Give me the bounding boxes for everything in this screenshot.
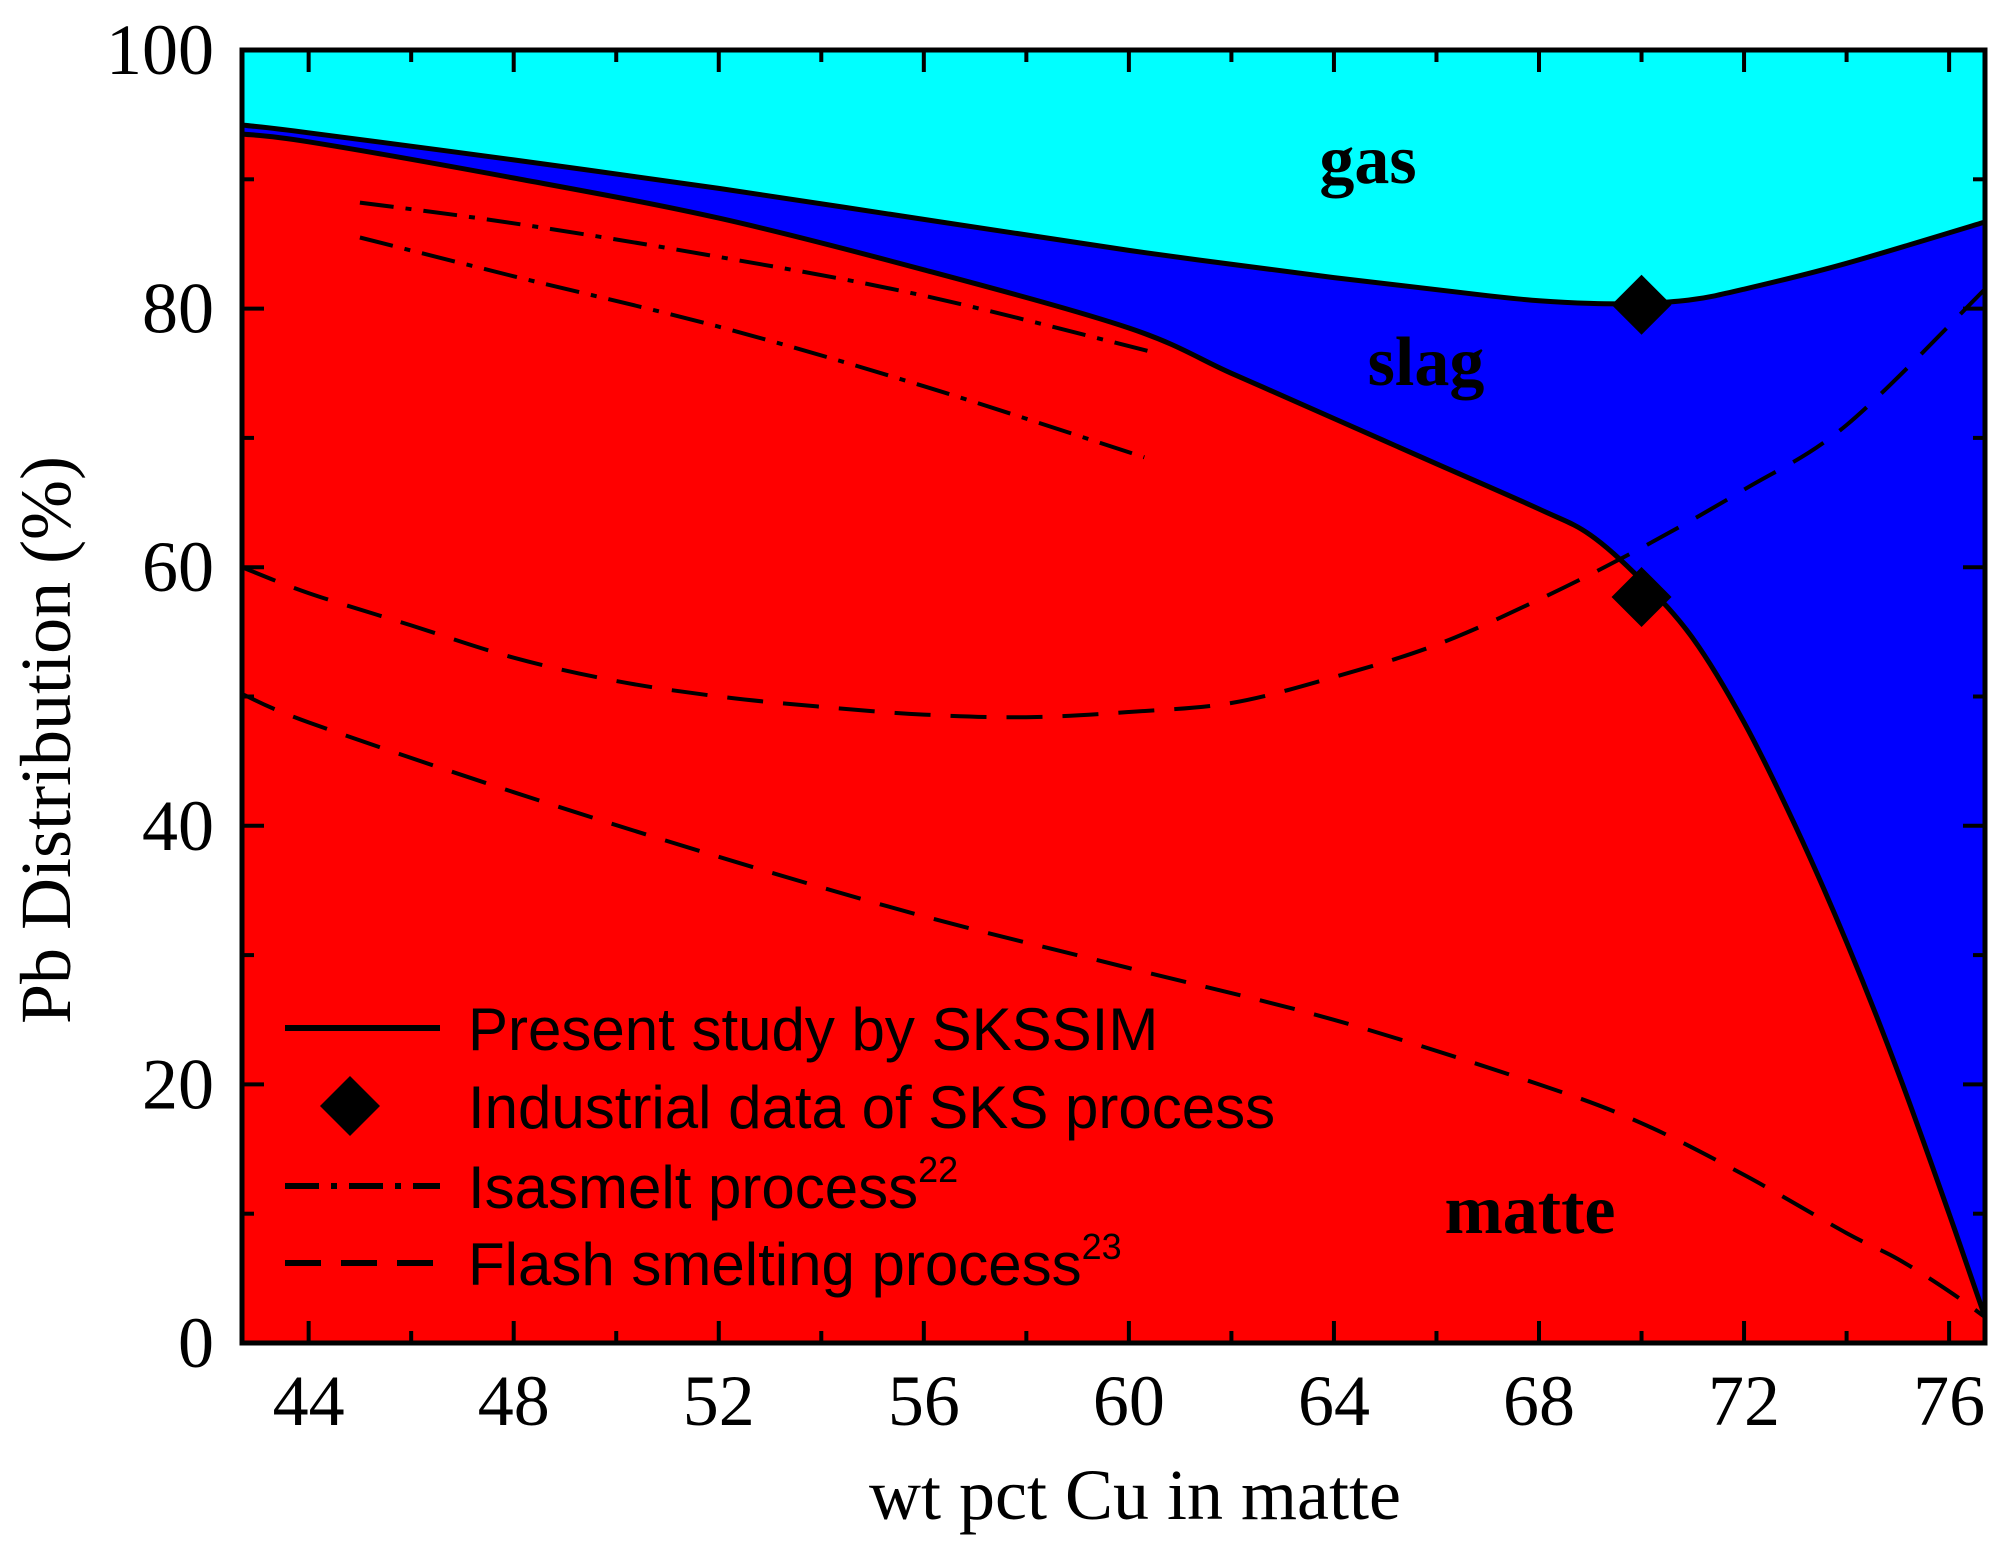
legend-text-flash: Flash smelting process23 [468, 1226, 1122, 1298]
y-tick-label: 40 [142, 786, 214, 866]
x-axis-title: wt pct Cu in matte [869, 1455, 1401, 1535]
legend-label-present-study: Present study by SKSSIM [468, 996, 1158, 1063]
legend-label-isasmelt: Isasmelt process [468, 1154, 918, 1221]
region-label-slag: slag [1368, 324, 1485, 401]
x-tick-label: 52 [683, 1361, 755, 1441]
y-tick-label: 0 [178, 1303, 214, 1383]
legend-text-present-study: Present study by SKSSIM [468, 996, 1158, 1063]
legend-label-industrial: Industrial data of SKS process [468, 1074, 1275, 1141]
y-tick-label: 60 [142, 527, 214, 607]
y-tick-label: 80 [142, 269, 214, 349]
skssim-boundary-line-0 [241, 122, 1986, 307]
phase-regions [242, 50, 1985, 1343]
x-tick-label: 64 [1298, 1361, 1370, 1441]
y-tick-label: 100 [106, 10, 214, 90]
x-tick-label: 72 [1708, 1361, 1780, 1441]
x-tick-label: 76 [1913, 1361, 1985, 1441]
matte-region [242, 134, 1985, 1343]
region-label-matte: matte [1444, 1172, 1615, 1249]
axis-ticks: 44 48 52 56 60 64 68 72 76 0 20 40 60 80 100 [106, 10, 1985, 1441]
data-series [241, 122, 1988, 1319]
y-axis-title: Pb Distribution (%) [6, 456, 86, 1024]
industrial-data-marker [1611, 566, 1672, 627]
legend-ref-isasmelt: 22 [918, 1149, 958, 1190]
x-tick-label: 56 [888, 1361, 960, 1441]
legend-text-industrial: Industrial data of SKS process [468, 1074, 1275, 1141]
legend-label-flash: Flash smelting process [468, 1231, 1082, 1298]
legend-swatch-diamond [320, 1076, 380, 1136]
isasmelt-line-3 [359, 200, 1155, 355]
legend-ref-flash: 23 [1082, 1226, 1122, 1267]
legend-text-isasmelt: Isasmelt process22 [468, 1149, 958, 1221]
flash-smelting-line-5 [241, 287, 1987, 720]
industrial-data-marker [1611, 274, 1672, 335]
y-tick-label: 20 [142, 1044, 214, 1124]
x-tick-label: 48 [478, 1361, 550, 1441]
skssim-boundary-line-1 [241, 131, 1988, 1318]
legend: Present study by SKSSIM Industrial data … [285, 996, 1275, 1298]
x-tick-label: 68 [1503, 1361, 1575, 1441]
x-tick-label: 60 [1093, 1361, 1165, 1441]
region-label-gas: gas [1319, 122, 1416, 199]
flash-smelting-line-6 [241, 692, 1987, 1319]
x-tick-label: 44 [273, 1361, 345, 1441]
